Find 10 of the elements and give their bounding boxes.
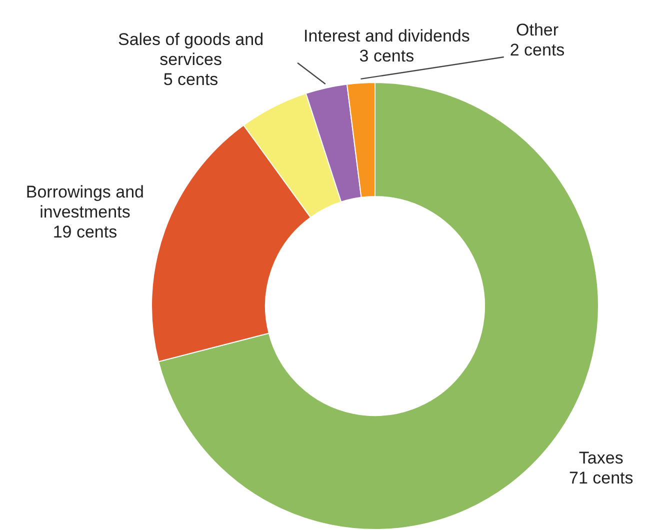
slice-label: Other	[516, 20, 559, 40]
slice-label: Sales of goods and services	[118, 30, 264, 70]
data-label: 71 cents	[568, 468, 634, 488]
data-label: 3 cents	[359, 46, 414, 66]
data-label: 19 cents	[52, 222, 118, 242]
data-label: 5 cents	[163, 70, 218, 90]
data-label: 2 cents	[510, 40, 565, 60]
slice-label: Taxes	[578, 448, 624, 468]
slice-label: Borrowings and investments	[26, 182, 144, 222]
slice-label: Interest and dividends	[304, 26, 470, 46]
